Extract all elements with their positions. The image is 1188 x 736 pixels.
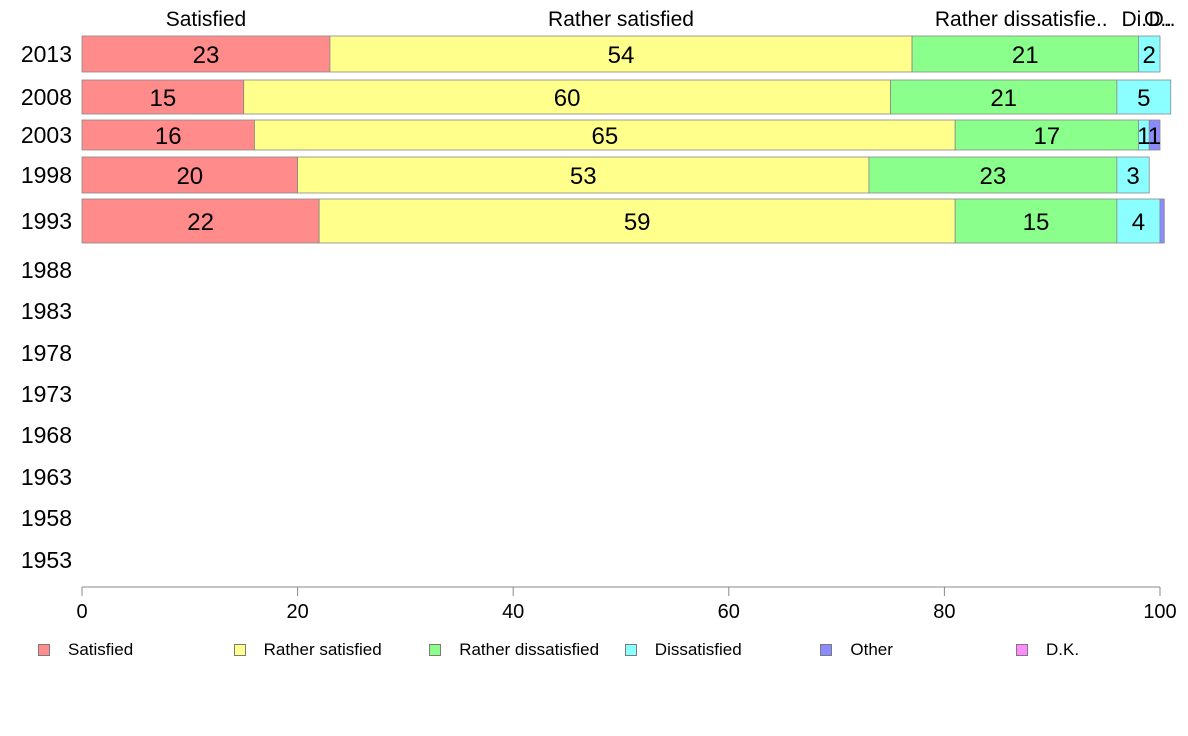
bar-segment	[1159, 198, 1165, 244]
bar-segment	[81, 198, 320, 244]
legend: Satisfied Rather satisfied Rather dissatis…	[38, 640, 1178, 662]
bar-segment	[1116, 156, 1150, 194]
bar-segment	[1116, 79, 1172, 115]
bar-value-label: 4	[1132, 209, 1145, 236]
top-label: D..	[1149, 8, 1176, 31]
x-tick-label: 100	[1143, 601, 1176, 623]
bar-value-label: 21	[1012, 42, 1039, 69]
bar-segment	[1116, 198, 1161, 244]
legend-label: Satisfied	[68, 640, 134, 659]
bar-value-label: 3	[1126, 163, 1139, 190]
legend-item: Satisfied	[38, 640, 133, 660]
legend-swatch	[1016, 644, 1028, 656]
legend-item: Dissatisfied	[624, 640, 742, 660]
legend-swatch	[233, 644, 246, 656]
bar-value-label: 15	[1023, 209, 1050, 236]
top-label: Satisfied	[166, 8, 247, 31]
legend-swatch	[624, 644, 637, 656]
legend-label: Rather satisfied	[263, 640, 382, 659]
y-tick-label: 1993	[21, 208, 72, 234]
x-tick-label: 40	[502, 601, 524, 623]
bar-segment	[318, 198, 956, 244]
bar-value-label: 20	[176, 163, 203, 190]
bar-segment	[81, 156, 299, 194]
bar-value-label: 54	[608, 42, 635, 69]
bar-segment	[911, 35, 1139, 73]
bar-segment	[1138, 35, 1161, 73]
legend-item: Rather dissatisfied	[429, 640, 599, 660]
bar-value-label: 22	[187, 209, 214, 236]
y-tick-label: 1988	[21, 257, 72, 283]
bar-value-label: 15	[149, 85, 176, 112]
bar-value-label: 21	[990, 85, 1017, 112]
legend-label: Other	[850, 640, 893, 659]
y-tick-label: 2003	[21, 122, 72, 148]
x-tick-label: 60	[718, 601, 740, 623]
y-axis-tick-labels: 2013 2008 2003 1998 1993 1988 1983 1978 1973 1968…	[21, 41, 72, 573]
bar-segment	[81, 119, 255, 151]
legend-item: D.K.	[1016, 640, 1079, 660]
bar-segment	[243, 79, 891, 115]
legend-item: Rather satisfied	[233, 640, 382, 660]
bar-segments	[81, 35, 1172, 244]
y-tick-label: 1953	[21, 547, 72, 573]
top-label: Rather dissatisfie..	[935, 8, 1108, 31]
bar-value-label: 65	[591, 123, 618, 150]
legend-label: Rather dissatisfied	[459, 640, 600, 659]
x-tick-label: 80	[933, 601, 955, 623]
bar-value-label: 23	[980, 163, 1007, 190]
legend-swatch	[820, 644, 833, 656]
y-tick-label: 2013	[21, 41, 72, 67]
bar-value-label: 5	[1137, 85, 1150, 112]
bar-value-label: 1	[1148, 123, 1161, 150]
top-category-labels: Satisfied Rather satisfied Rather dissatis…	[166, 8, 1176, 31]
bar-value-label: 17	[1033, 123, 1060, 150]
y-tick-label: 1958	[21, 505, 72, 531]
x-axis: 0 20 40 60 80 100	[76, 586, 1177, 623]
bar-segment	[1148, 119, 1161, 151]
bar-segment	[954, 119, 1139, 151]
top-label: O..	[1144, 8, 1172, 31]
y-tick-label: 1983	[21, 298, 72, 324]
bar-segment	[254, 119, 956, 151]
top-label: Di..	[1121, 8, 1153, 31]
bar-value-label: 1	[1137, 123, 1150, 150]
legend-swatch	[38, 644, 50, 656]
bar-segment	[954, 198, 1118, 244]
x-tick-label: 0	[76, 601, 87, 623]
y-tick-label: 1978	[21, 340, 72, 366]
y-tick-label: 2008	[21, 84, 72, 110]
legend-label: Dissatisfied	[654, 640, 742, 659]
legend-label: D.K.	[1046, 640, 1080, 659]
stacked-bar-chart: Satisfied Rather satisfied Rather dissatis…	[21, 8, 1177, 623]
bar-value-label: 53	[570, 163, 597, 190]
bar-segment	[297, 156, 870, 194]
y-tick-label: 1963	[21, 464, 72, 490]
legend-item: Other	[820, 640, 893, 660]
bar-value-label: 59	[624, 209, 651, 236]
x-tick-label: 20	[286, 601, 308, 623]
y-tick-label: 1968	[21, 422, 72, 448]
bar-value-label: 23	[193, 42, 220, 69]
y-tick-label: 1998	[21, 162, 72, 188]
bar-segment	[868, 156, 1118, 194]
legend-swatch	[429, 644, 442, 656]
bar-value-label: 60	[554, 85, 581, 112]
top-label: Rather satisfied	[548, 8, 694, 31]
bar-value-label: 2	[1143, 42, 1156, 69]
y-tick-label: 1973	[21, 381, 72, 407]
bar-segment	[81, 35, 331, 73]
bar-segment	[890, 79, 1118, 115]
bar-value-label: 16	[155, 123, 182, 150]
